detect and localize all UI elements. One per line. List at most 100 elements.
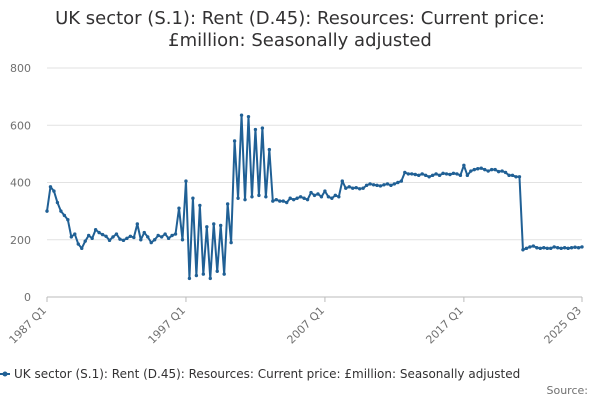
data-point[interactable]: [118, 237, 122, 241]
data-point[interactable]: [62, 213, 67, 218]
data-point[interactable]: [576, 246, 581, 250]
data-point[interactable]: [146, 235, 150, 239]
data-point[interactable]: [451, 171, 456, 176]
data-point[interactable]: [201, 272, 206, 276]
data-point[interactable]: [385, 182, 390, 186]
data-point[interactable]: [288, 196, 292, 200]
data-point[interactable]: [458, 173, 463, 178]
data-point[interactable]: [455, 172, 459, 176]
data-point[interactable]: [441, 171, 445, 176]
data-point[interactable]: [191, 196, 195, 200]
data-point[interactable]: [236, 196, 240, 200]
data-point[interactable]: [291, 197, 296, 202]
data-point[interactable]: [486, 169, 490, 173]
data-point[interactable]: [549, 246, 553, 251]
data-point[interactable]: [149, 240, 153, 245]
data-point[interactable]: [406, 172, 410, 176]
data-point[interactable]: [184, 179, 188, 183]
data-point[interactable]: [114, 232, 119, 236]
data-point[interactable]: [489, 167, 494, 172]
data-point[interactable]: [319, 195, 324, 199]
data-point[interactable]: [420, 172, 424, 176]
data-point[interactable]: [285, 200, 289, 205]
legend[interactable]: UK sector (S.1): Rent (D.45): Resources:…: [0, 367, 520, 381]
data-point[interactable]: [514, 175, 518, 179]
data-point[interactable]: [496, 169, 501, 174]
data-point[interactable]: [531, 244, 536, 248]
data-point[interactable]: [250, 195, 254, 199]
data-point[interactable]: [66, 218, 70, 222]
data-point[interactable]: [562, 246, 567, 250]
data-point[interactable]: [545, 246, 549, 251]
data-point[interactable]: [55, 200, 60, 205]
data-point[interactable]: [232, 139, 237, 143]
data-point[interactable]: [337, 195, 341, 199]
data-point[interactable]: [253, 127, 258, 132]
data-point[interactable]: [166, 236, 171, 241]
data-point[interactable]: [225, 202, 230, 206]
data-point[interactable]: [469, 169, 473, 173]
data-point[interactable]: [483, 167, 487, 172]
data-point[interactable]: [48, 185, 53, 189]
data-point[interactable]: [264, 195, 268, 199]
data-point[interactable]: [326, 195, 331, 199]
data-point[interactable]: [354, 185, 358, 190]
data-point[interactable]: [132, 235, 136, 240]
data-point[interactable]: [121, 238, 126, 243]
data-point[interactable]: [368, 182, 372, 186]
data-point[interactable]: [371, 183, 376, 187]
data-point[interactable]: [524, 246, 529, 251]
data-point[interactable]: [378, 184, 383, 188]
data-point[interactable]: [437, 173, 442, 178]
data-point[interactable]: [351, 186, 355, 190]
data-point[interactable]: [229, 240, 233, 245]
data-point[interactable]: [434, 172, 438, 176]
data-point[interactable]: [375, 183, 379, 188]
data-point[interactable]: [389, 183, 393, 188]
data-point[interactable]: [448, 172, 452, 177]
data-point[interactable]: [69, 235, 74, 239]
data-point[interactable]: [59, 209, 63, 213]
data-point[interactable]: [476, 167, 480, 171]
data-point[interactable]: [573, 245, 577, 249]
data-point[interactable]: [403, 170, 407, 175]
data-point[interactable]: [219, 223, 223, 228]
data-point[interactable]: [152, 238, 157, 242]
data-point[interactable]: [180, 238, 185, 242]
data-point[interactable]: [271, 199, 275, 203]
data-point[interactable]: [76, 242, 80, 246]
data-point[interactable]: [135, 222, 140, 226]
data-point[interactable]: [552, 245, 556, 249]
data-point[interactable]: [323, 189, 327, 193]
data-point[interactable]: [80, 246, 84, 251]
data-point[interactable]: [472, 167, 477, 172]
data-point[interactable]: [73, 232, 77, 236]
data-point[interactable]: [215, 269, 219, 273]
data-point[interactable]: [100, 232, 105, 237]
data-point[interactable]: [177, 206, 181, 210]
data-point[interactable]: [281, 199, 285, 203]
data-point[interactable]: [173, 232, 178, 236]
data-point[interactable]: [555, 246, 560, 250]
data-point[interactable]: [427, 175, 431, 179]
data-point[interactable]: [430, 173, 435, 178]
data-point[interactable]: [194, 273, 199, 278]
data-point[interactable]: [333, 193, 338, 198]
data-point[interactable]: [97, 230, 101, 235]
data-point[interactable]: [312, 193, 317, 198]
data-point[interactable]: [212, 222, 216, 226]
data-point[interactable]: [309, 190, 313, 195]
data-point[interactable]: [503, 170, 508, 175]
data-point[interactable]: [86, 233, 91, 238]
data-point[interactable]: [330, 196, 334, 200]
data-point[interactable]: [410, 172, 414, 176]
data-point[interactable]: [52, 189, 56, 193]
data-point[interactable]: [274, 197, 278, 202]
data-point[interactable]: [302, 196, 306, 200]
data-point[interactable]: [444, 172, 449, 176]
data-point[interactable]: [205, 225, 209, 229]
data-point[interactable]: [382, 183, 386, 187]
data-point[interactable]: [83, 239, 87, 243]
data-point[interactable]: [521, 248, 525, 252]
data-point[interactable]: [246, 114, 251, 119]
